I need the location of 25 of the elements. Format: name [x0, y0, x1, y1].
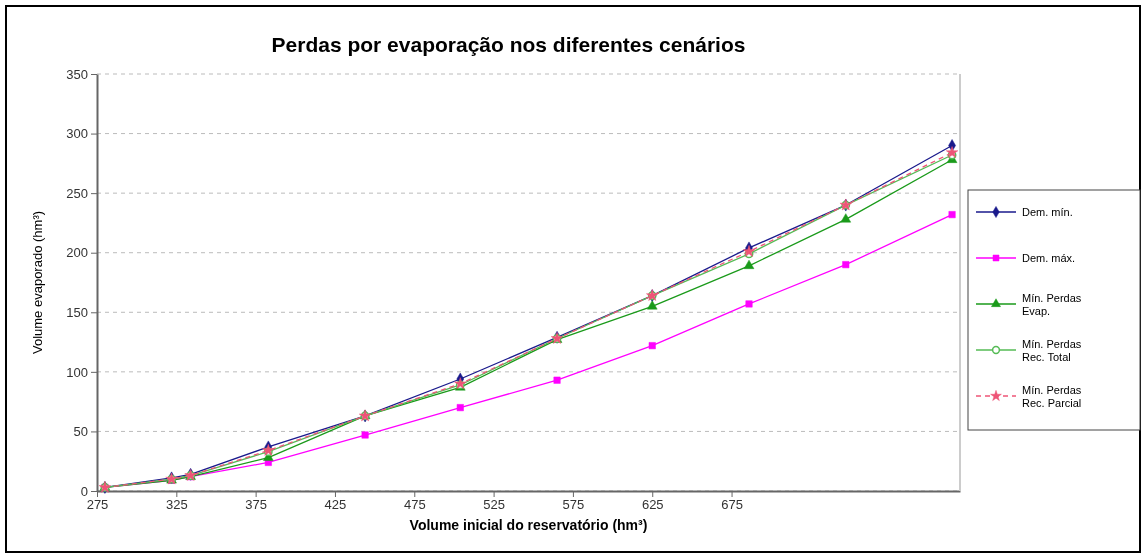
x-tick-label: 325 [165, 497, 188, 513]
y-tick-label: 200 [66, 245, 88, 261]
legend-label: Mín. Perdas Rec. Total [1022, 338, 1082, 363]
y-tick-label: 350 [66, 66, 88, 82]
y-tick-label: 100 [66, 364, 88, 380]
y-tick-label: 150 [66, 304, 88, 320]
legend-label: Mín. Perdas Rec. Parcial [1022, 384, 1082, 409]
legend-label: Dem. máx. [1022, 252, 1076, 264]
x-tick-label: 475 [403, 497, 426, 513]
legend-label: Dem. mín. [1022, 206, 1073, 218]
legend-label: Mín. Perdas Evap. [1022, 292, 1082, 317]
x-tick-label: 575 [562, 497, 585, 513]
x-tick-label: 375 [245, 497, 267, 513]
x-tick-label: 425 [324, 497, 347, 513]
y-tick-label: 250 [66, 185, 88, 201]
x-tick-label: 525 [483, 497, 505, 513]
chart-title: Perdas por evaporação nos diferentes cenários [271, 33, 746, 56]
x-tick-label: 625 [641, 497, 664, 513]
y-axis-title: Volume evaporado (hm³) [30, 210, 45, 355]
x-axis-title: Volume inicial do reservatório (hm³) [409, 517, 648, 533]
y-tick-label: 0 [80, 483, 88, 499]
y-tick-label: 300 [66, 126, 88, 142]
x-tick-label: 675 [721, 497, 743, 513]
y-tick-label: 50 [73, 424, 88, 440]
x-tick-label: 275 [86, 497, 109, 513]
